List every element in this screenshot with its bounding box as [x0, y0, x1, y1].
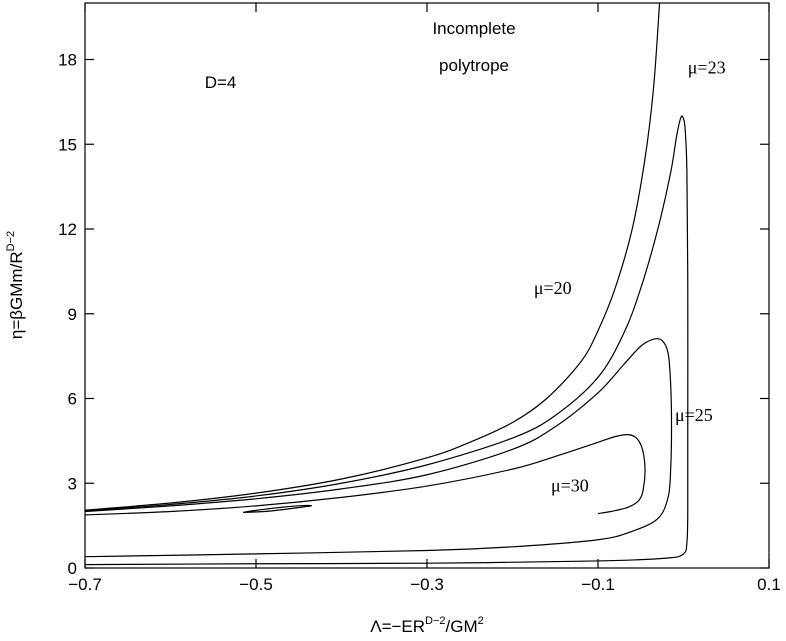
annotation-label: μ=23 — [688, 58, 726, 78]
x-axis-title-sup2: 2 — [478, 615, 484, 627]
axis-ticks — [84, 3, 770, 569]
x-tick-label: −0.7 — [68, 575, 102, 594]
x-tick-label: −0.5 — [239, 575, 273, 594]
series-line-3 — [85, 337, 673, 558]
series-line-2 — [85, 115, 689, 566]
y-tick-label: 9 — [68, 305, 77, 324]
x-axis-title-base: Λ=−ER — [370, 617, 425, 636]
annotation-label: D=4 — [205, 73, 237, 92]
x-axis-title-sup1: D−2 — [425, 615, 446, 627]
y-tick-label: 6 — [68, 390, 77, 409]
annotation-label: Incomplete — [432, 19, 515, 38]
x-tick-label: −0.1 — [581, 575, 615, 594]
annotation-label: polytrope — [439, 56, 509, 75]
annotation-label: μ=20 — [534, 278, 572, 298]
plot-frame — [84, 2, 770, 569]
series-line-5 — [243, 504, 313, 513]
annotation-label: μ=30 — [551, 476, 589, 496]
series-line-4 — [85, 434, 646, 516]
y-axis-title-base: η=βGMm/R — [7, 251, 26, 339]
y-tick-label: 3 — [68, 474, 77, 493]
annotations: D=4 Incomplete polytrope μ=23 μ=20 μ=25 μ=30 — [205, 19, 726, 496]
y-tick-label: 0 — [68, 559, 77, 578]
data-curves — [85, 3, 689, 566]
x-tick-label: 0.1 — [757, 575, 781, 594]
annotation-label: μ=25 — [675, 405, 713, 425]
x-tick-label: −0.3 — [410, 575, 444, 594]
y-axis-title: η=βGMm/RD−2 — [5, 231, 26, 339]
x-axis-title: Λ=−ERD−2/GM2 — [370, 615, 484, 636]
axis-tick-labels: −0.7 −0.5 −0.3 −0.1 0.1 0 3 6 9 12 15 18 — [58, 51, 781, 595]
y-axis-title-sup: D−2 — [5, 231, 17, 252]
x-axis-title-mid: /GM — [446, 617, 478, 636]
y-tick-label: 15 — [58, 135, 77, 154]
y-tick-label: 12 — [58, 220, 77, 239]
y-tick-label: 18 — [58, 51, 77, 70]
series-line-1 — [85, 3, 661, 511]
